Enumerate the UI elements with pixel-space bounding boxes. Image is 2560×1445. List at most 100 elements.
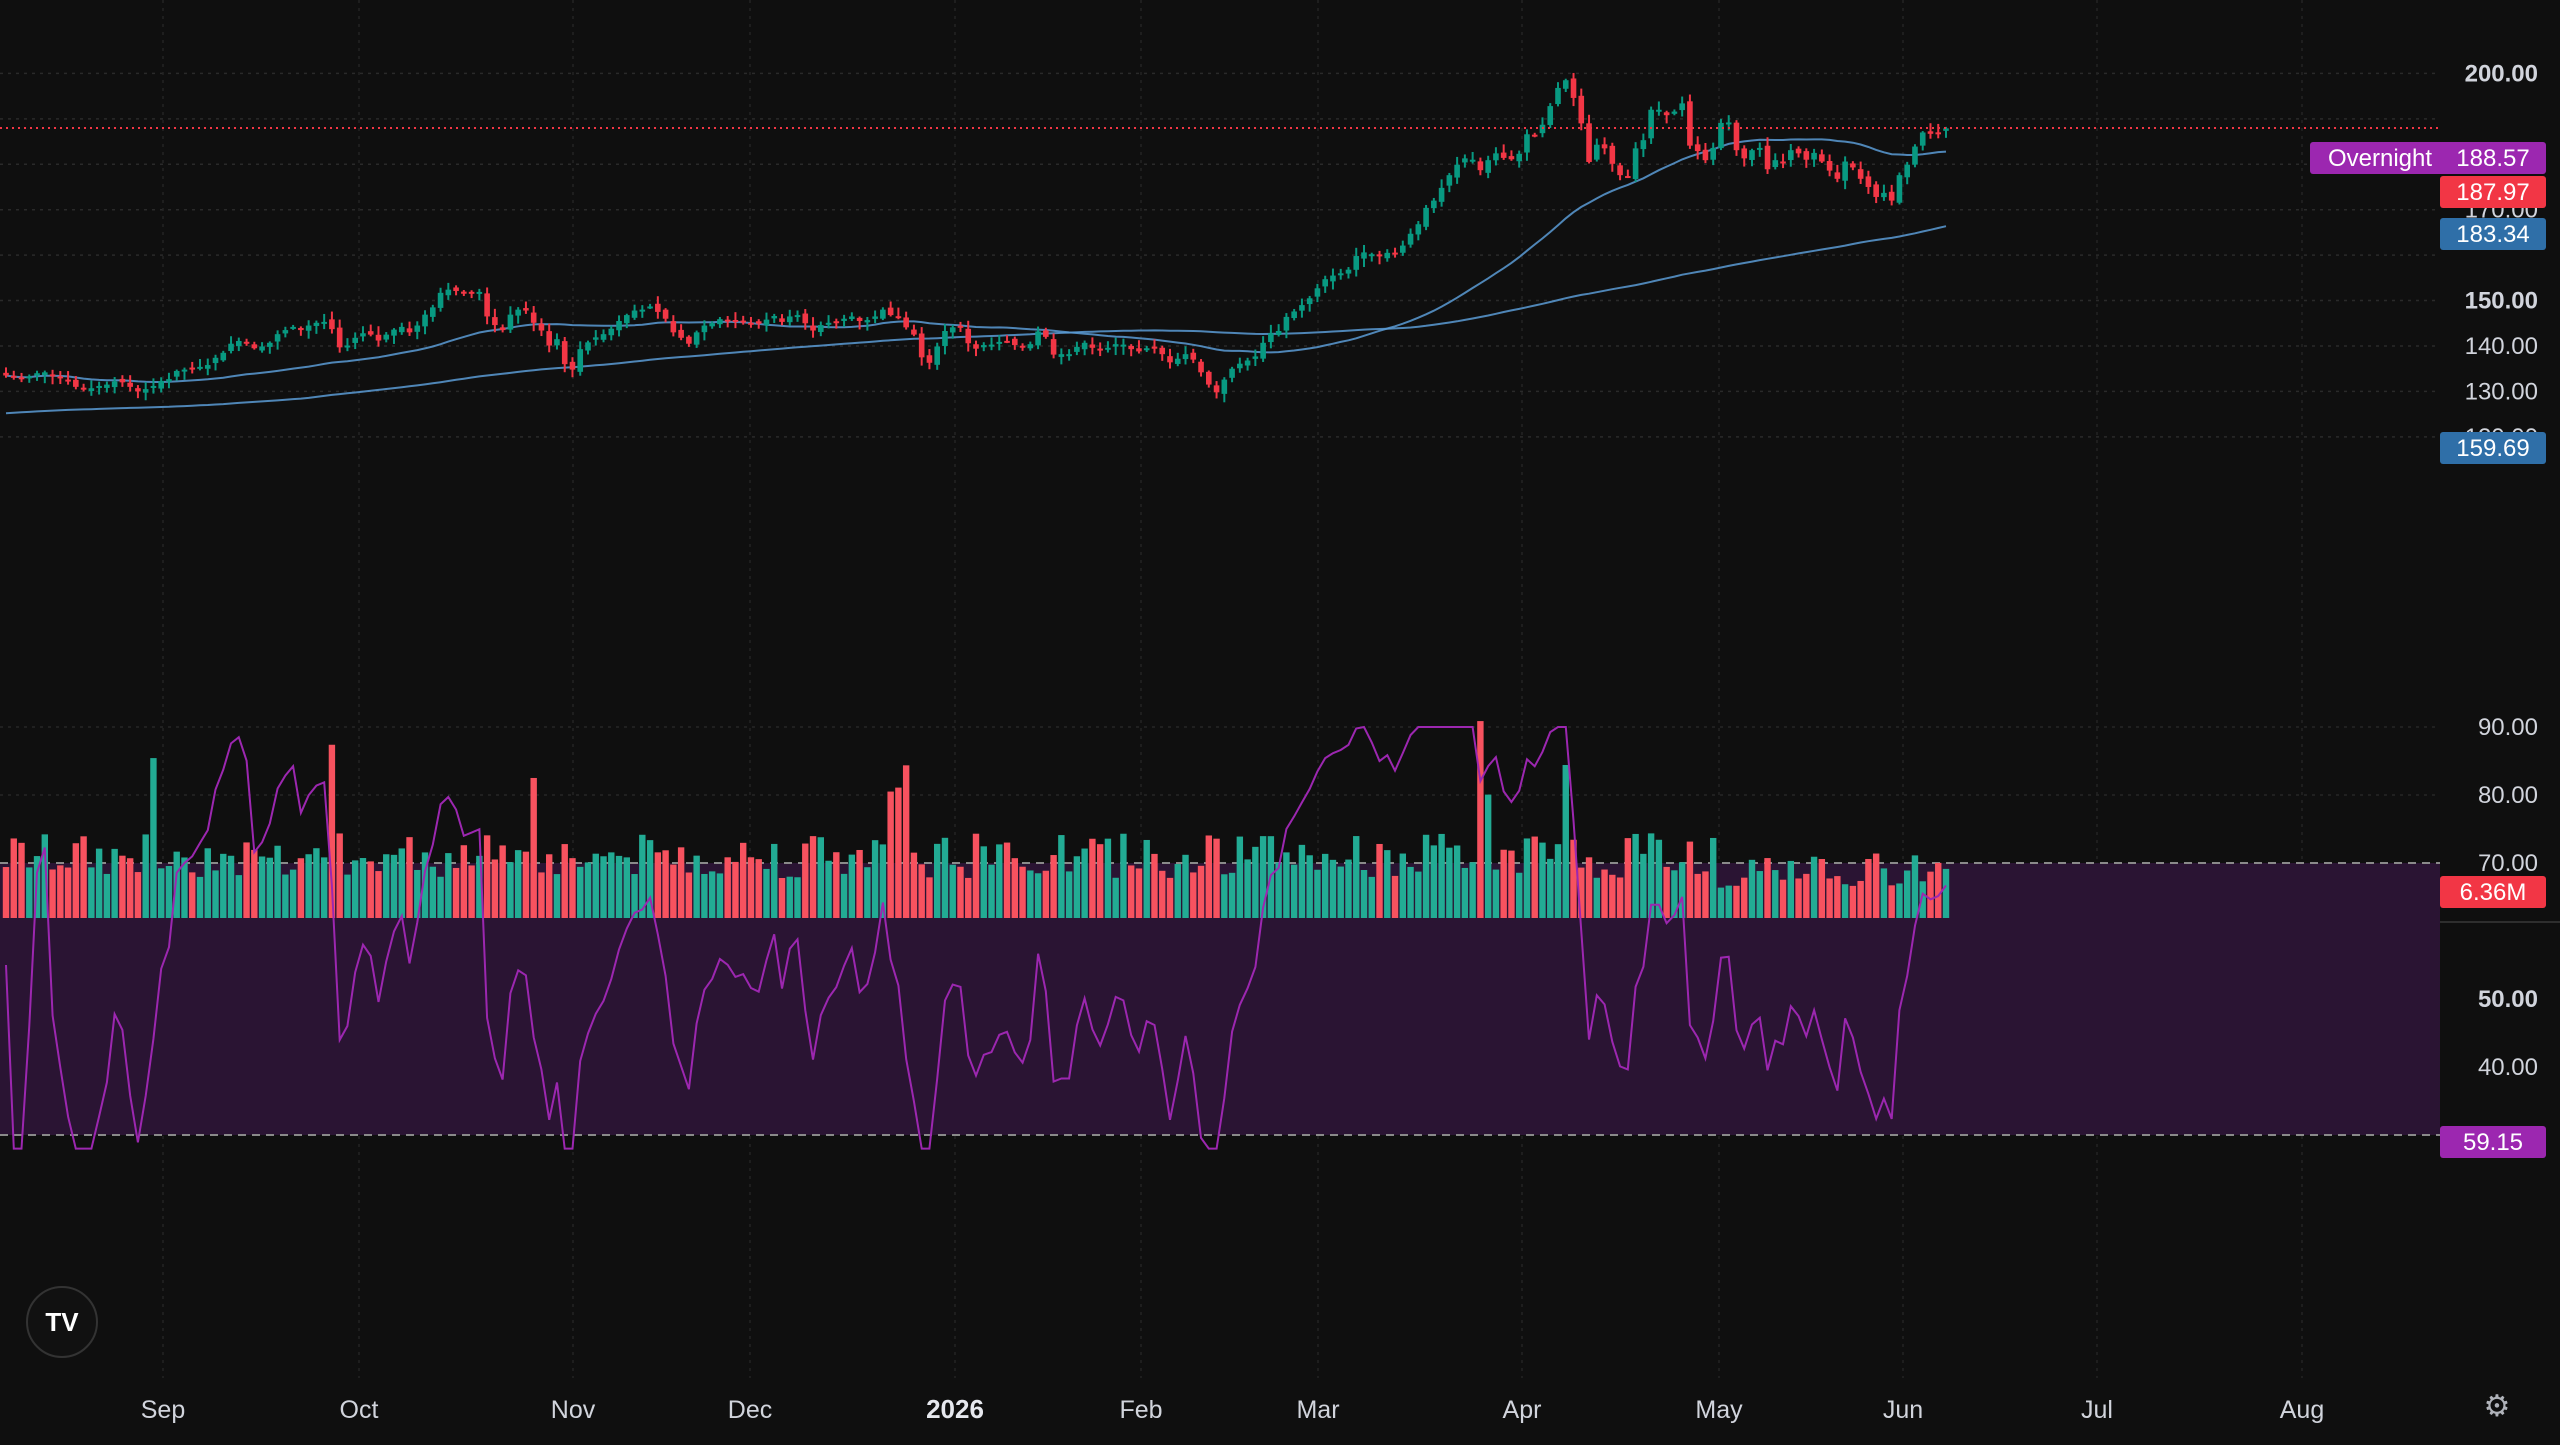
volume-bar (771, 843, 778, 918)
candle-body (1345, 269, 1352, 274)
price-tick-label: 130.00 (2465, 378, 2538, 405)
candle-body (996, 341, 1003, 344)
volume-bar (1663, 866, 1670, 918)
volume-bar (1484, 794, 1492, 918)
volume-bar (747, 857, 755, 918)
volume-bar (887, 791, 894, 918)
volume-bar (1539, 842, 1546, 918)
settings-gear-icon[interactable]: ⚙ (2483, 1390, 2511, 1423)
volume-bar (1531, 836, 1538, 918)
volume-bar (584, 862, 592, 918)
volume-bar (802, 843, 809, 918)
candle-body (988, 344, 995, 347)
volume-bar (1601, 869, 1608, 918)
volume-bar (282, 874, 289, 918)
volume-bar (1516, 872, 1523, 918)
time-tick-label: Dec (728, 1396, 772, 1424)
candle-body (18, 377, 25, 380)
volume-bar (965, 877, 972, 918)
candle-body (616, 320, 622, 331)
volume-bar (910, 852, 918, 918)
volume-bar (150, 758, 157, 918)
candle-body (1035, 331, 1041, 346)
candle-body (111, 381, 118, 388)
candle-body (1640, 140, 1647, 150)
volume-bar (662, 850, 669, 918)
candle-body (80, 387, 87, 390)
candle-body (592, 337, 599, 340)
axes: 120.00130.00140.00150.00170.00180.00200.… (0, 60, 2538, 1424)
volume-bar (1523, 838, 1531, 918)
candle-body (1795, 148, 1802, 154)
volume-bar (41, 834, 48, 918)
volume-bar (1570, 839, 1577, 918)
candle-body (1508, 156, 1515, 160)
volume-bar (1415, 871, 1422, 918)
volume-bar (561, 844, 568, 918)
volume-bar (1640, 853, 1647, 918)
time-tick-label: Oct (340, 1396, 379, 1424)
overnight-price-tag-text: 188.57 (2456, 145, 2529, 172)
volume-bar (1446, 847, 1453, 918)
volume-bar (1772, 870, 1779, 918)
candle-body (600, 334, 607, 340)
candle-body (259, 346, 265, 351)
candle-body (1462, 158, 1468, 163)
volume-bar (941, 837, 949, 918)
candle-body (173, 370, 180, 377)
volume-bar (499, 845, 506, 918)
volume-bar (406, 837, 413, 918)
candle-body (1749, 150, 1755, 160)
candle-body (484, 293, 490, 317)
volume-bar (1810, 856, 1818, 918)
volume-bar (623, 857, 630, 918)
candle-body (142, 389, 149, 393)
candle-body (1268, 333, 1274, 343)
price-tick-label: 140.00 (2465, 333, 2538, 360)
volume-bar (972, 833, 980, 918)
volume-bar (111, 848, 118, 918)
moving-averages (5, 138, 1947, 415)
candle-body (49, 374, 56, 377)
volume-bar (1236, 836, 1244, 918)
candle-body (786, 316, 793, 323)
rsi-last-tag-text: 59.15 (2463, 1129, 2523, 1156)
volume-bar (600, 856, 607, 918)
candle-body (1741, 148, 1748, 159)
candle-body (918, 333, 925, 358)
candle-body (34, 373, 40, 376)
volume-bar (1376, 843, 1383, 918)
volume-bar (235, 875, 242, 918)
volume-bar (1174, 864, 1181, 918)
candle-body (864, 320, 871, 323)
candle-body (158, 380, 164, 389)
volume-bar (693, 855, 700, 918)
volume-bar (383, 854, 390, 918)
volume-bar (1228, 872, 1236, 918)
candle-body (1656, 109, 1662, 112)
candle-body (1353, 256, 1360, 270)
candle-body (1819, 154, 1825, 162)
volume-bar (1128, 865, 1135, 918)
candle-body (1299, 305, 1305, 311)
volume-bar (1748, 859, 1756, 918)
volume-bar (289, 869, 297, 918)
candle-body (127, 382, 133, 387)
candle-body (1043, 330, 1049, 337)
volume-bar (1872, 853, 1880, 918)
volume-bar (1003, 842, 1011, 918)
tradingview-logo-icon[interactable]: TV (26, 1286, 98, 1358)
volume-bar (437, 876, 444, 918)
candle-body (1120, 344, 1127, 347)
candle-body (1594, 144, 1600, 160)
last-price-tag-text: 187.97 (2456, 179, 2529, 206)
volume-bar (577, 866, 584, 918)
candle-body (1764, 145, 1771, 170)
volume-bar (1034, 873, 1042, 918)
time-tick-label: Nov (551, 1396, 596, 1424)
volume-bar (670, 864, 677, 918)
candle-body (1012, 338, 1018, 346)
volume-bar (1104, 838, 1112, 918)
